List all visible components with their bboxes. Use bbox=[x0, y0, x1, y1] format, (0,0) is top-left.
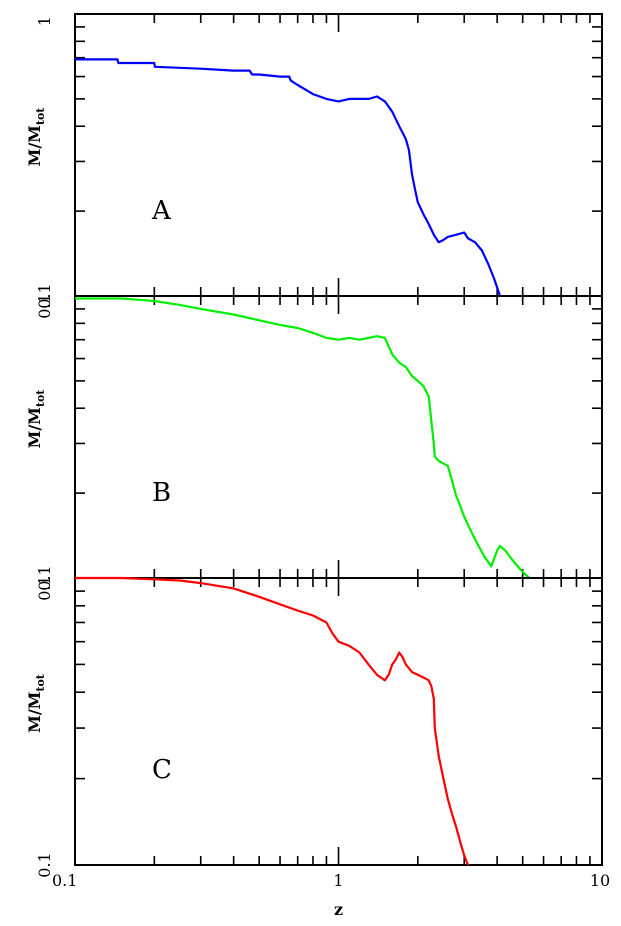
y-tick-label: 0.1 bbox=[35, 575, 54, 600]
panel-A: 1 0.1 M/Mtot A bbox=[25, 13, 603, 309]
curve-C bbox=[75, 576, 470, 866]
y-axis-label: M/Mtot bbox=[25, 107, 47, 167]
y-axis-label: M/Mtot bbox=[25, 389, 47, 449]
y-tick-label: 0.1 bbox=[35, 565, 54, 590]
y-tick-label: 0.1 bbox=[35, 852, 54, 877]
panel-C: 0.1 0.1 M/Mtot C bbox=[25, 575, 603, 878]
x-tick-label-0.1: 0.1 bbox=[52, 871, 77, 890]
panel-frame bbox=[74, 577, 603, 866]
x-tick-label-1: 1 bbox=[333, 871, 343, 890]
panel-label-A: A bbox=[151, 196, 172, 226]
panel-label-C: C bbox=[152, 755, 172, 785]
x-tick-label-10: 10 bbox=[590, 871, 610, 890]
y-axis-label-subscript: tot bbox=[34, 389, 47, 407]
y-tick-label: 0.1 bbox=[35, 293, 54, 318]
curve-B bbox=[75, 297, 531, 579]
y-tick-label: 0.1 bbox=[35, 283, 54, 308]
panel-B: 0.1 0.1 M/Mtot B bbox=[25, 293, 603, 591]
panel-frame bbox=[74, 295, 603, 579]
y-tick-label: 1 bbox=[35, 16, 54, 26]
y-axis-label-subscript: tot bbox=[34, 107, 47, 125]
curve-A bbox=[75, 58, 502, 297]
x-axis-label: z bbox=[334, 900, 343, 919]
y-axis-label: M/Mtot bbox=[25, 673, 47, 733]
panel-label-B: B bbox=[152, 478, 171, 508]
y-axis-label-subscript: tot bbox=[34, 673, 47, 691]
panel-frame bbox=[74, 13, 603, 297]
